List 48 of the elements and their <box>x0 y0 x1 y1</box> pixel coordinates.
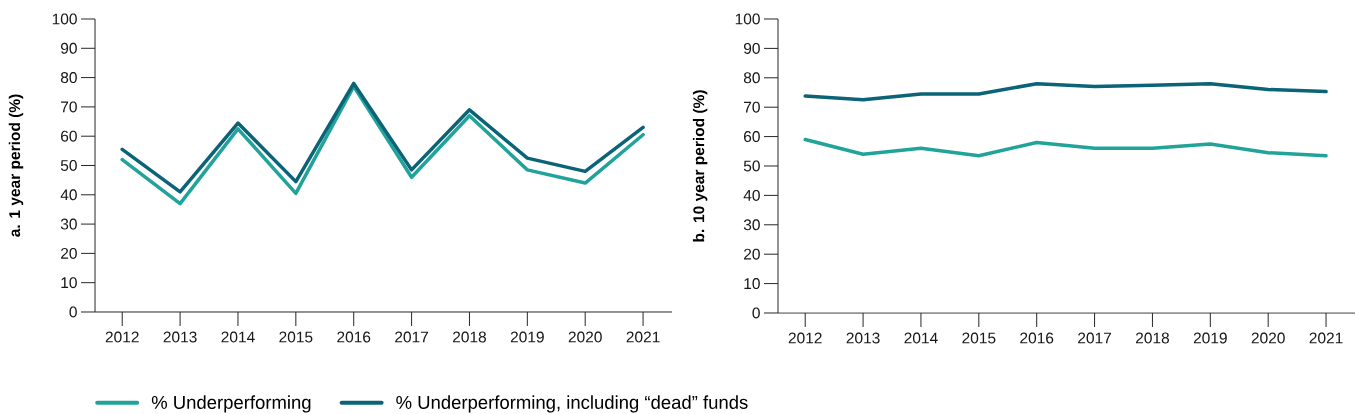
y-tick-label: 50 <box>60 160 77 171</box>
x-tick-label: 2016 <box>1020 332 1054 344</box>
y-tick-label: 20 <box>744 248 760 260</box>
x-tick-label: 2014 <box>221 331 255 343</box>
x-tick-label: 2013 <box>163 331 197 343</box>
x-tick-label: 2014 <box>904 332 938 344</box>
y-tick-label: 0 <box>752 307 760 319</box>
y-axis-title: b. 10 year period (%) <box>692 90 708 242</box>
x-tick-label: 2012 <box>788 332 822 344</box>
x-tick-label: 2013 <box>846 332 880 344</box>
x-tick-label: 2020 <box>1251 332 1285 344</box>
y-tick-label: 100 <box>52 13 77 25</box>
x-tick-label: 2019 <box>510 331 544 343</box>
y-tick-label: 10 <box>61 277 77 289</box>
line-series <box>803 137 1328 158</box>
x-tick-label: 2016 <box>337 331 371 343</box>
line-series <box>803 81 1328 102</box>
x-tick-label: 2012 <box>105 331 139 343</box>
y-tick-label: 40 <box>60 189 77 201</box>
y-tick-label: 30 <box>743 219 760 231</box>
x-tick-label: 2017 <box>395 331 429 343</box>
x-tick-label: 2021 <box>1309 332 1343 344</box>
x-tick-label: 2019 <box>1193 332 1227 344</box>
y-axis-title: a. 1 year period (%) <box>8 94 24 237</box>
x-tick-label: 2021 <box>626 331 660 343</box>
x-tick-label: 2020 <box>568 331 602 343</box>
x-tick-label: 2015 <box>279 331 313 343</box>
y-tick-label: 20 <box>61 247 77 259</box>
y-tick-label: 60 <box>61 130 77 142</box>
y-tick-label: 90 <box>743 42 760 54</box>
y-tick-label: 80 <box>60 72 77 84</box>
y-tick-label: 90 <box>60 42 77 54</box>
x-tick-label: 2017 <box>1078 332 1112 344</box>
y-tick-label: 70 <box>61 101 77 113</box>
y-tick-label: 10 <box>744 278 760 290</box>
y-tick-label: 80 <box>743 72 760 84</box>
legend-label: % Underperforming, including “dead” funds <box>396 395 748 413</box>
x-tick-label: 2018 <box>453 331 487 343</box>
y-tick-label: 50 <box>743 160 760 172</box>
y-tick-label: 100 <box>735 13 760 25</box>
legend-label: % Underperforming <box>151 395 311 413</box>
y-tick-label: 70 <box>744 101 760 113</box>
x-tick-label: 2015 <box>962 332 996 344</box>
y-tick-label: 40 <box>743 189 760 201</box>
y-tick-label: 60 <box>744 131 760 143</box>
y-tick-label: 30 <box>60 218 77 230</box>
x-tick-label: 2018 <box>1135 332 1170 344</box>
y-tick-label: 0 <box>69 306 77 318</box>
